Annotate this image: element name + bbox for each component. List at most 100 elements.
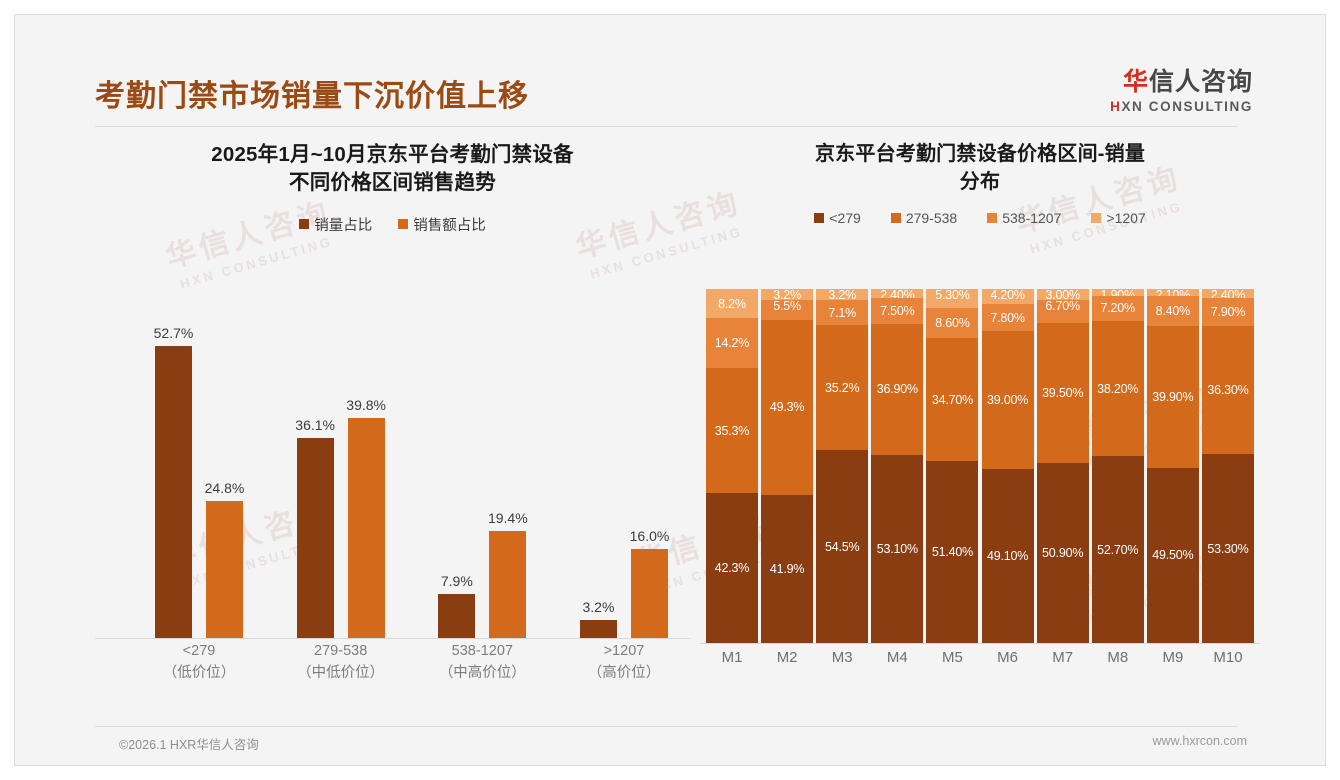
x-axis-label-range: <279: [182, 643, 216, 659]
stack-segment[interactable]: 7.20%: [1091, 295, 1144, 322]
x-axis-label: M3: [831, 649, 853, 666]
stack-segment[interactable]: 7.80%: [981, 303, 1034, 332]
stack-segment-label: 4.20%: [990, 288, 1025, 303]
stacked-bar-column[interactable]: 8.2% 14.2% 35.3% 42.3%: [706, 289, 758, 643]
stacked-bar-column[interactable]: 3.2% 5.5% 49.3% 41.9%: [761, 288, 814, 643]
bar[interactable]: [206, 500, 243, 638]
logo-chinese: 华信人咨询: [1110, 68, 1253, 97]
bar-column[interactable]: 52.7%: [154, 317, 193, 638]
stack-segment[interactable]: 34.70%: [926, 338, 979, 462]
stack-segment[interactable]: 53.10%: [871, 454, 924, 643]
legend-label: <279: [829, 210, 861, 227]
stack-segment[interactable]: 41.9%: [761, 494, 814, 643]
stack-segment[interactable]: 2.10%: [1146, 288, 1199, 302]
legend-swatch-icon: [398, 219, 409, 230]
x-axis-line: [95, 638, 690, 639]
stack-segment[interactable]: 42.3%: [706, 493, 758, 643]
left-chart-title-line2: 不同价格区间销售趋势: [289, 171, 496, 195]
stack-segment[interactable]: 49.50%: [1146, 467, 1199, 643]
legend-item[interactable]: <279: [814, 210, 861, 226]
bar-value-label: 3.2%: [582, 599, 615, 616]
stack-segment[interactable]: 52.70%: [1091, 456, 1144, 643]
left-chart-title: 2025年1月~10月京东平台考勤门禁设备 不同价格区间销售趋势: [95, 141, 690, 198]
stack-segment[interactable]: 7.90%: [1201, 297, 1254, 326]
x-axis-label-tier: （中低价位）: [297, 664, 385, 681]
bar-column[interactable]: 19.4%: [488, 317, 528, 638]
stack-segment[interactable]: 2.40%: [1201, 288, 1254, 302]
stack-segment[interactable]: 3.00%: [1036, 288, 1089, 302]
x-axis-label: 279-538 （中低价位）: [281, 641, 401, 685]
stack-segment[interactable]: 7.1%: [816, 300, 869, 326]
right-plot-area: 8.2% 14.2% 35.3% 42.3% 3.2% 5.5% 49.3% 41.9% 3.2…: [700, 288, 1260, 644]
stack-segment[interactable]: 54.5%: [816, 450, 869, 643]
x-axis-label-range: 279-538: [314, 643, 368, 659]
stack-segment[interactable]: 4.20%: [981, 288, 1034, 304]
stack-segment[interactable]: 49.3%: [761, 319, 814, 495]
stacked-bar-column[interactable]: 2.10% 8.40% 39.90% 49.50%: [1146, 288, 1199, 643]
stacked-bar-column[interactable]: 5.30% 8.60% 34.70% 51.40%: [926, 288, 979, 643]
stacked-bar-column[interactable]: 1.90%7.20% 38.20% 52.70%: [1091, 288, 1144, 643]
stack-segment[interactable]: 14.2%: [706, 318, 758, 369]
right-chart-title-line1: 京东平台考勤门禁设备价格区间-销量: [814, 143, 1146, 165]
bar[interactable]: [155, 346, 192, 638]
stack-segment[interactable]: 35.3%: [706, 368, 758, 494]
stack-segment[interactable]: 8.60%: [926, 307, 979, 339]
logo-cn-accent: 华: [1122, 68, 1149, 96]
stacked-bar-column[interactable]: 2.40% 7.50% 36.90% 53.10%: [871, 288, 924, 643]
stack-segment[interactable]: 6.70%: [1036, 299, 1089, 324]
stack-segment[interactable]: 39.50%: [1036, 323, 1089, 463]
bar[interactable]: [296, 438, 334, 638]
slide-canvas: 华信人咨询 HXN CONSULTING 华信人咨询 HXN CONSULTIN…: [14, 14, 1326, 766]
bar-column[interactable]: 3.2%: [579, 317, 617, 638]
bar-column[interactable]: 16.0%: [630, 317, 669, 638]
bar-column[interactable]: 24.8%: [205, 317, 244, 638]
stack-segment[interactable]: 51.40%: [926, 461, 979, 643]
stack-segment[interactable]: 5.30%: [926, 288, 979, 308]
legend-item[interactable]: 销售额占比: [398, 214, 486, 235]
stack-segment[interactable]: 39.90%: [1146, 326, 1199, 468]
legend-item[interactable]: 538-1207: [987, 210, 1061, 226]
stack-segment[interactable]: 3.2%: [761, 288, 814, 302]
bar[interactable]: [438, 594, 476, 638]
legend-item[interactable]: 279-538: [890, 210, 957, 226]
legend-item[interactable]: >1207: [1091, 210, 1146, 226]
stack-segment[interactable]: 38.20%: [1091, 321, 1144, 457]
bar-column[interactable]: 39.8%: [346, 317, 386, 638]
stacked-bar-column[interactable]: 2.40% 7.90% 36.30% 53.30%: [1201, 288, 1254, 643]
stack-segment[interactable]: 36.90%: [871, 324, 924, 455]
stack-segment[interactable]: 8.2%: [706, 289, 758, 319]
stack-segment[interactable]: 3.2%: [816, 288, 869, 302]
stack-segment[interactable]: 36.30%: [1201, 325, 1254, 455]
x-axis-label: M2: [776, 649, 798, 666]
x-axis-label: M10: [1213, 649, 1243, 666]
bar-column[interactable]: 7.9%: [438, 317, 476, 638]
bar[interactable]: [579, 620, 617, 638]
stack-segment[interactable]: 5.5%: [761, 299, 814, 320]
stack-segment-label: 35.3%: [714, 423, 750, 438]
stack-segment[interactable]: 7.50%: [871, 297, 924, 325]
stacked-bar-column[interactable]: 4.20% 7.80% 39.00% 49.10%: [981, 288, 1034, 643]
logo-cn-rest: 信人咨询: [1148, 68, 1253, 96]
bar[interactable]: [630, 549, 668, 638]
left-chart-title-line1: 2025年1月~10月京东平台考勤门禁设备: [211, 143, 574, 166]
stack-segment-label: 5.30%: [935, 288, 970, 303]
right-chart-legend: <279 279-538 538-1207 >1207: [700, 210, 1260, 226]
page-title: 考勤门禁市场销量下沉价值上移: [95, 80, 529, 113]
stacked-bar-column[interactable]: 3.2% 7.1% 35.2% 54.5%: [816, 288, 869, 643]
stacked-bar-column[interactable]: 3.00% 6.70% 39.50% 50.90%: [1036, 288, 1089, 643]
stack-segment[interactable]: 2.40%: [871, 288, 924, 302]
stack-segment-label: 39.50%: [1042, 386, 1084, 401]
stack-segment[interactable]: 50.90%: [1036, 463, 1089, 643]
stack-segment[interactable]: 1.90%: [1091, 288, 1144, 302]
stack-segment[interactable]: 8.40%: [1146, 296, 1199, 327]
stack-segment[interactable]: 53.30%: [1201, 454, 1254, 643]
stack-segment[interactable]: 35.2%: [816, 325, 869, 451]
bar[interactable]: [489, 530, 527, 638]
bar-column[interactable]: 36.1%: [295, 317, 335, 638]
stack-segment-label: 36.90%: [876, 382, 918, 397]
stack-segment[interactable]: 49.10%: [981, 469, 1034, 643]
bar-group: 3.2% 16.0%: [564, 317, 684, 638]
legend-item[interactable]: 销量占比: [299, 214, 372, 235]
stack-segment[interactable]: 39.00%: [981, 331, 1034, 470]
bar[interactable]: [347, 417, 385, 638]
